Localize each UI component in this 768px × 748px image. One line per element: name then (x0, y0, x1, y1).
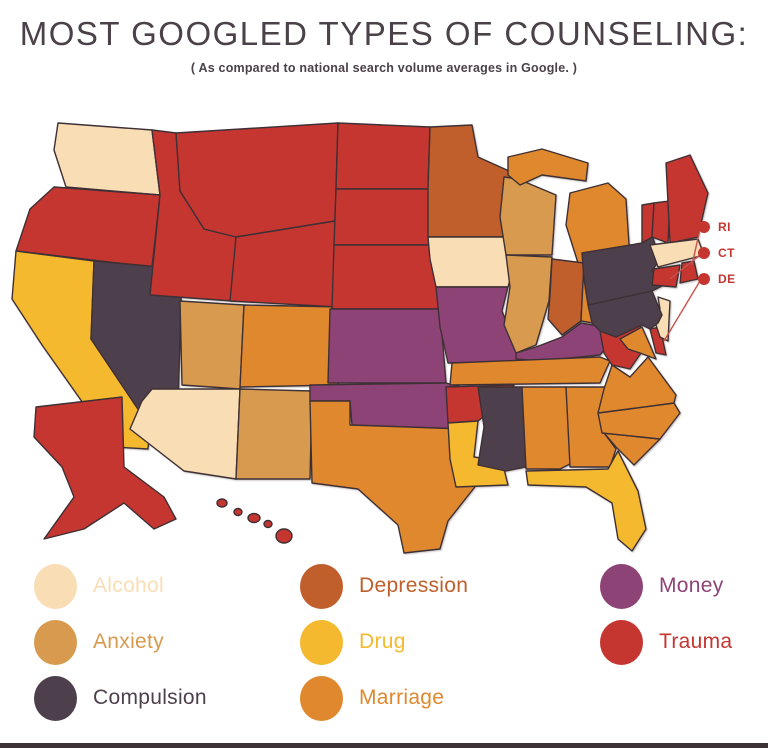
bottom-bar (0, 743, 768, 748)
us-map-svg: RI CT DE (11, 122, 736, 554)
state-hi (275, 528, 293, 544)
page-subtitle: ( As compared to national search volume … (190, 61, 578, 76)
state-or (15, 186, 161, 268)
state-ks (327, 308, 447, 384)
state-tx (309, 400, 479, 554)
legend-swatch-marriage (300, 675, 343, 721)
state-wa (53, 122, 161, 196)
header: MOST GOOGLED TYPES OF COUNSELING: ( As c… (0, 0, 768, 75)
state-pa (587, 290, 663, 338)
state-ne (331, 244, 441, 310)
callout-label-ri: RI (718, 220, 731, 234)
state-ak (33, 396, 177, 540)
state-ia (427, 236, 517, 288)
callout-dot-ct (698, 247, 710, 259)
callout-dot-ri (698, 221, 710, 233)
state-hi-group (216, 498, 293, 544)
state-ma (649, 238, 705, 268)
state-hi (263, 519, 273, 529)
state-va (597, 356, 677, 414)
legend-label-anxiety: Anxiety (93, 630, 164, 653)
legend-swatch-alcohol (34, 563, 77, 609)
legend-label-marriage: Marriage (359, 686, 445, 709)
legend-swatch-anxiety (34, 619, 77, 665)
legend-swatch-drug (300, 619, 343, 665)
legend-item-depression: Depression (300, 558, 600, 614)
legend-swatch-depression (300, 563, 343, 609)
legend-item-money: Money (600, 558, 768, 614)
legend-swatch-money (600, 563, 643, 609)
legend-label-compulsion: Compulsion (93, 686, 207, 709)
state-ut (179, 300, 245, 390)
state-nm (235, 388, 313, 480)
legend-label-trauma: Trauma (659, 630, 733, 653)
legend-item-compulsion: Compulsion (34, 670, 300, 726)
state-hi (233, 507, 243, 517)
legend-swatch-trauma (600, 619, 643, 665)
state-co (239, 304, 343, 388)
state-nd (335, 122, 431, 190)
state-sd (333, 188, 434, 246)
state-in (547, 258, 585, 336)
page-title: MOST GOOGLED TYPES OF COUNSELING: (19, 15, 749, 52)
callout-label-de: DE (718, 272, 736, 286)
legend-column-2: Depression Drug Marriage (300, 558, 600, 743)
state-la (447, 420, 509, 488)
state-mi-up (507, 148, 589, 186)
legend-label-drug: Drug (359, 630, 406, 653)
state-hi (216, 498, 228, 508)
state-il (503, 254, 553, 354)
state-md (619, 326, 657, 360)
legend-label-depression: Depression (359, 574, 469, 597)
state-al (521, 386, 573, 470)
state-ms (477, 386, 527, 472)
legend: Alcohol Anxiety Compulsion Depression Drug M… (0, 558, 768, 743)
state-az (129, 388, 241, 480)
state-wi (499, 176, 557, 256)
callouts: RI CT DE (663, 220, 736, 342)
legend-label-alcohol: Alcohol (93, 574, 164, 597)
state-ct (651, 264, 681, 288)
legend-item-marriage: Marriage (300, 670, 600, 726)
callout-line-ri (691, 228, 701, 266)
state-hi (247, 512, 261, 524)
legend-label-money: Money (659, 574, 724, 597)
callout-dot-de (698, 273, 710, 285)
callout-label-ct: CT (718, 246, 735, 260)
state-nh (651, 200, 671, 244)
state-mt (175, 122, 339, 238)
legend-column-3: Money Trauma (600, 558, 768, 743)
state-tn (449, 356, 611, 386)
legend-item-anxiety: Anxiety (34, 614, 300, 670)
state-fl (525, 450, 647, 552)
callout-line-de (663, 280, 701, 342)
legend-swatch-compulsion (34, 675, 77, 721)
us-map: RI CT DE (0, 95, 768, 555)
legend-item-drug: Drug (300, 614, 600, 670)
legend-item-trauma: Trauma (600, 614, 768, 670)
callout-line-ct (669, 254, 701, 280)
legend-column-1: Alcohol Anxiety Compulsion (34, 558, 300, 743)
legend-item-alcohol: Alcohol (34, 558, 300, 614)
